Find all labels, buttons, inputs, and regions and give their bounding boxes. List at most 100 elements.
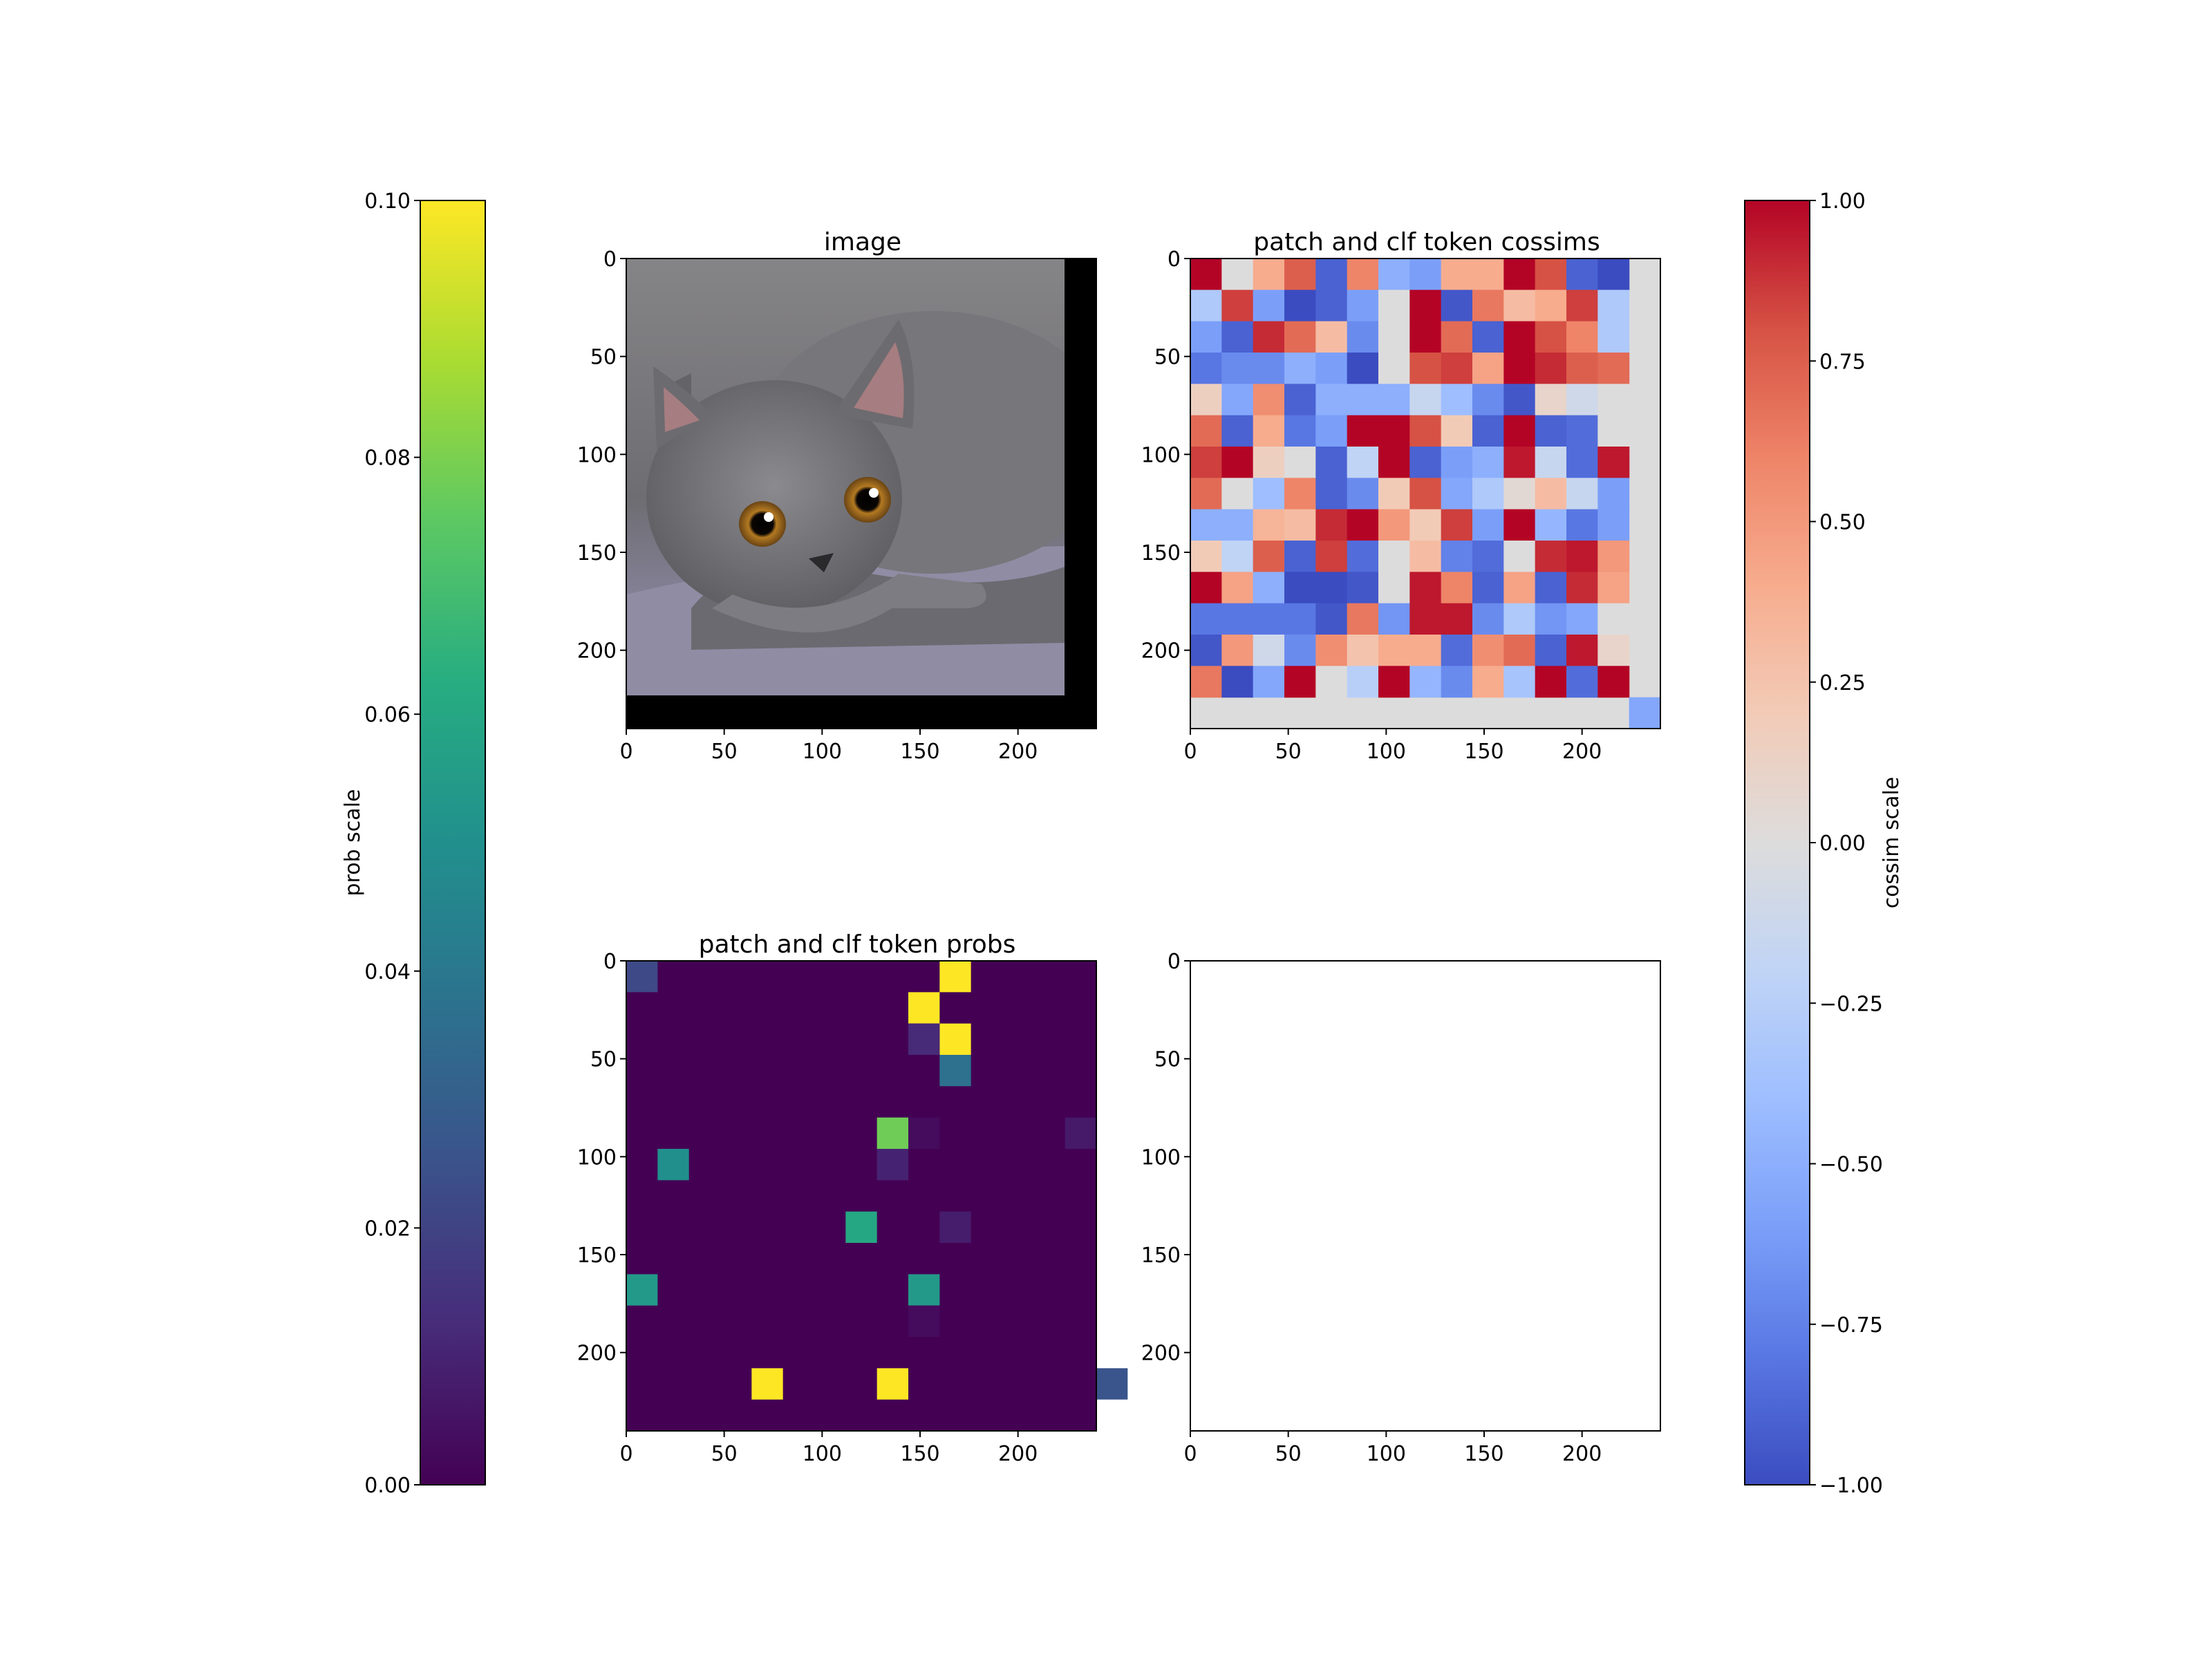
cossim-cell bbox=[1441, 509, 1473, 541]
cossim-cell bbox=[1566, 259, 1598, 290]
x-tick-label: 0 bbox=[619, 1442, 632, 1466]
cossim-cell bbox=[1597, 509, 1630, 541]
cossim-cell bbox=[1221, 321, 1254, 353]
cossim-cell bbox=[1597, 666, 1630, 698]
cossim-cell bbox=[1253, 259, 1285, 290]
cossim-cell bbox=[1535, 415, 1567, 447]
cossim-cell bbox=[1409, 447, 1442, 478]
cossim-cell bbox=[1566, 321, 1598, 353]
panel-probs-title: patch and clf token probs bbox=[699, 930, 1016, 959]
cossim-cell bbox=[1409, 666, 1442, 698]
cossim-cell bbox=[1503, 384, 1536, 416]
cossim-cell bbox=[1409, 635, 1442, 666]
cossim-cell bbox=[1347, 635, 1379, 666]
cossim-cell bbox=[1190, 290, 1222, 322]
colorbar-tick-label: 0.75 bbox=[1819, 350, 1866, 374]
cossim-cell bbox=[1441, 321, 1473, 353]
cossim-cell bbox=[1441, 290, 1473, 322]
prob-cell bbox=[1096, 1368, 1128, 1400]
cossim-cell bbox=[1253, 603, 1285, 635]
prob-cell bbox=[877, 1149, 908, 1181]
cossim-cell bbox=[1597, 447, 1630, 478]
y-tick-label: 0 bbox=[603, 247, 617, 272]
cossim-cell bbox=[1409, 572, 1442, 604]
cossim-cell bbox=[1253, 478, 1285, 510]
cossim-cell bbox=[1409, 509, 1442, 541]
colorbar-tick-label: −0.75 bbox=[1819, 1313, 1883, 1338]
cossim-cell bbox=[1535, 353, 1567, 384]
x-tick-label: 0 bbox=[1183, 1442, 1197, 1466]
cossim-cell bbox=[1315, 603, 1348, 635]
x-tick-label: 50 bbox=[1275, 1442, 1302, 1466]
x-tick-label: 0 bbox=[619, 740, 632, 764]
x-tick-label: 100 bbox=[1367, 740, 1406, 764]
cossim-cell bbox=[1221, 353, 1254, 384]
y-tick-label: 200 bbox=[1141, 639, 1181, 664]
cat-eye-left bbox=[739, 501, 786, 547]
cossim-cell bbox=[1566, 353, 1598, 384]
cossim-cell bbox=[1503, 290, 1536, 322]
cossim-cell bbox=[1441, 635, 1473, 666]
cossim-cell bbox=[1378, 635, 1410, 666]
cossim-cell bbox=[1503, 541, 1536, 572]
cossim-cell bbox=[1315, 666, 1348, 698]
cossim-cell bbox=[1535, 666, 1567, 698]
cossim-cell bbox=[1253, 447, 1285, 478]
x-tick-label: 200 bbox=[1562, 1442, 1602, 1466]
colorbar-prob-bar bbox=[420, 200, 486, 1485]
cossim-cell bbox=[1284, 384, 1316, 416]
cossim-cell bbox=[1190, 415, 1222, 447]
y-tick-label: 150 bbox=[577, 1244, 617, 1268]
cossim-cell bbox=[1284, 541, 1316, 572]
cossim-cell bbox=[1566, 666, 1598, 698]
cossim-cell bbox=[1190, 447, 1222, 478]
cossim-cell bbox=[1503, 572, 1536, 604]
cossim-cell bbox=[1315, 447, 1348, 478]
cossim-cell bbox=[1409, 603, 1442, 635]
cossim-cell bbox=[1409, 321, 1442, 353]
cossim-cell bbox=[1535, 603, 1567, 635]
cossim-cell bbox=[1253, 509, 1285, 541]
colorbar-tick-label: 0.02 bbox=[364, 1217, 411, 1241]
cossim-cell bbox=[1284, 321, 1316, 353]
y-tick-label: 50 bbox=[1154, 346, 1181, 370]
cossim-cell bbox=[1284, 259, 1316, 290]
cossim-cell bbox=[1347, 321, 1379, 353]
x-tick-label: 150 bbox=[900, 1442, 939, 1466]
cossim-cell bbox=[1347, 415, 1379, 447]
colorbar-prob: 0.00 0.02 0.04 0.06 0.08 0.10 prob scale bbox=[341, 189, 486, 1498]
cossim-cell bbox=[1253, 541, 1285, 572]
cossim-cell bbox=[1347, 509, 1379, 541]
y-tick-label: 100 bbox=[577, 1145, 617, 1170]
axis-ticks: 0 0 50 50 100 100 150 150 200 200 0 0 50 50 100 100 150 1… bbox=[577, 247, 1602, 1466]
panel-cossims-title: patch and clf token cossims bbox=[1253, 228, 1600, 256]
cossim-cell bbox=[1535, 384, 1567, 416]
cossim-cell bbox=[1441, 478, 1473, 510]
cossim-cell bbox=[1472, 541, 1504, 572]
cossim-cell bbox=[1535, 447, 1567, 478]
cossim-cell bbox=[1221, 259, 1254, 290]
cossim-cell bbox=[1378, 259, 1410, 290]
colorbar-tick-label: 0.04 bbox=[364, 960, 411, 984]
cossim-cell bbox=[1472, 635, 1504, 666]
cossim-cell bbox=[1347, 572, 1379, 604]
cossim-cell bbox=[1190, 321, 1222, 353]
cossim-cell bbox=[1409, 384, 1442, 416]
cossim-cell bbox=[1409, 415, 1442, 447]
cossim-cell bbox=[1535, 290, 1567, 322]
cossim-cell bbox=[1441, 666, 1473, 698]
cossim-cell bbox=[1441, 572, 1473, 604]
colorbar-tick-label: −1.00 bbox=[1819, 1474, 1883, 1498]
colorbar-tick-label: 0.10 bbox=[364, 189, 411, 214]
cossim-cell bbox=[1315, 541, 1348, 572]
cat-eye-right bbox=[844, 477, 891, 523]
cossim-cell bbox=[1378, 415, 1410, 447]
cossim-cell bbox=[1315, 572, 1348, 604]
cossim-cell bbox=[1190, 541, 1222, 572]
cossim-cell bbox=[1566, 415, 1598, 447]
cossim-cell bbox=[1190, 572, 1222, 604]
cossim-cell bbox=[1441, 541, 1473, 572]
cossim-cell bbox=[1409, 259, 1442, 290]
panel-image-title: image bbox=[824, 228, 901, 256]
